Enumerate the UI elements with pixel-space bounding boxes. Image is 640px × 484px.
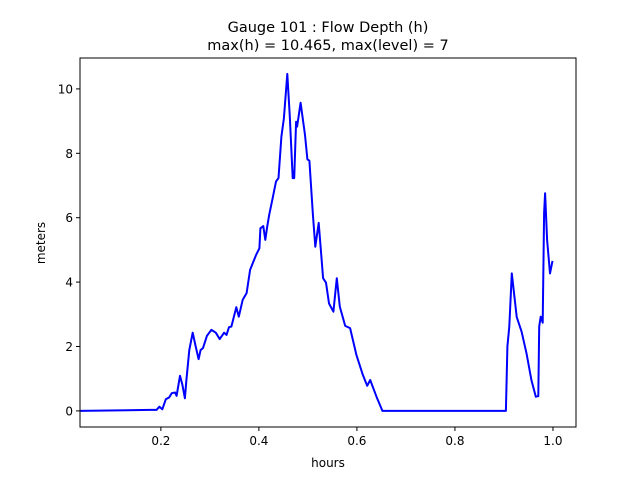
y-tick-label: 8 bbox=[65, 147, 73, 161]
chart-title-line1: Gauge 101 : Flow Depth (h) bbox=[228, 20, 429, 36]
x-tick-label: 0.6 bbox=[347, 434, 366, 448]
y-axis-label: meters bbox=[34, 222, 48, 264]
x-tick-label: 0.4 bbox=[249, 434, 268, 448]
x-axis-label: hours bbox=[311, 456, 345, 470]
x-axis: 0.2 0.4 0.6 0.8 1.0 bbox=[151, 427, 563, 448]
x-tick-label: 0.8 bbox=[445, 434, 464, 448]
axes-frame bbox=[79, 57, 577, 428]
y-tick-label: 2 bbox=[65, 340, 73, 354]
x-tick-label: 1.0 bbox=[543, 434, 562, 448]
y-tick-label: 10 bbox=[58, 82, 73, 96]
x-tick-label: 0.2 bbox=[151, 434, 170, 448]
y-tick-label: 4 bbox=[65, 276, 73, 290]
y-axis: 0 2 4 6 8 10 bbox=[58, 82, 80, 418]
plot-area bbox=[79, 72, 554, 412]
y-tick-label: 6 bbox=[65, 211, 73, 225]
chart-title-line2: max(h) = 10.465, max(level) = 7 bbox=[207, 38, 448, 54]
y-tick-label: 0 bbox=[65, 404, 73, 418]
series-line-0 bbox=[79, 72, 554, 412]
